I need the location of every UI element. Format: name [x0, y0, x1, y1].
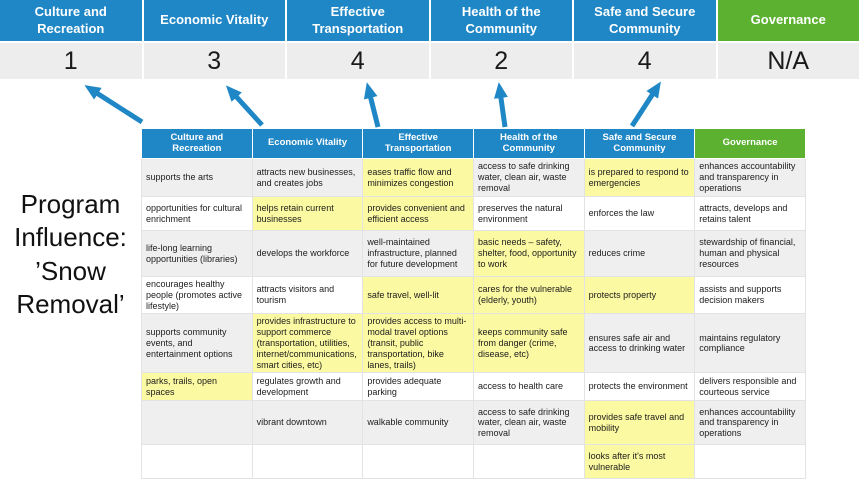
matrix-cell: keeps community safe from danger (crime,…	[473, 314, 584, 373]
matrix-cell: attracts, develops and retains talent	[695, 197, 806, 231]
summary-header-label: Culture and Recreation	[10, 4, 132, 37]
matrix-cell: parks, trails, open spaces	[142, 373, 253, 401]
summary-header-label: Effective Transportation	[297, 4, 419, 37]
matrix-row: parks, trails, open spaces regulates gro…	[142, 373, 806, 401]
matrix-header-safe: Safe and Secure Community	[584, 129, 695, 159]
summary-header-label: Health of the Community	[441, 4, 563, 37]
matrix-cell: basic needs – safety, shelter, food, opp…	[473, 231, 584, 277]
matrix-cell: safe travel, well-lit	[363, 277, 474, 314]
summary-header-label: Safe and Secure Community	[584, 4, 706, 37]
matrix-cell: provides convenient and efficient access	[363, 197, 474, 231]
matrix-cell: provides infrastructure to support comme…	[252, 314, 363, 373]
matrix-cell: enhances accountability and transparency…	[695, 401, 806, 445]
matrix-cell: life-long learning opportunities (librar…	[142, 231, 253, 277]
summary-header-row: Culture and Recreation Economic Vitality…	[0, 0, 859, 41]
influence-matrix: Culture and Recreation Economic Vitality…	[141, 128, 806, 479]
score-value: 3	[207, 47, 221, 76]
arrow-up-icon	[632, 89, 656, 126]
arrow-up-icon	[232, 92, 262, 125]
matrix-cell: protects the environment	[584, 373, 695, 401]
score-value: 4	[351, 47, 365, 76]
matrix-cell: delivers responsible and courteous servi…	[695, 373, 806, 401]
influence-summary: Culture and Recreation Economic Vitality…	[0, 0, 859, 79]
matrix-header-health: Health of the Community	[473, 129, 584, 159]
summary-score-row: 1 3 4 2 4 N/A	[0, 43, 859, 79]
matrix-cell: reduces crime	[584, 231, 695, 277]
matrix-cell: supports the arts	[142, 159, 253, 197]
matrix-header-economic: Economic Vitality	[252, 129, 363, 159]
matrix-cell: assists and supports decision makers	[695, 277, 806, 314]
summary-header-safe: Safe and Secure Community	[574, 0, 716, 41]
matrix-cell: protects property	[584, 277, 695, 314]
matrix-cell: access to safe drinking water, clean air…	[473, 401, 584, 445]
matrix-cell: provides adequate parking	[363, 373, 474, 401]
summary-header-culture: Culture and Recreation	[0, 0, 142, 41]
matrix-cell	[142, 401, 253, 445]
matrix-cell: looks after it's most vulnerable	[584, 445, 695, 479]
matrix-header-row: Culture and Recreation Economic Vitality…	[142, 129, 806, 159]
matrix-cell: preserves the natural environment	[473, 197, 584, 231]
matrix-header-culture: Culture and Recreation	[142, 129, 253, 159]
matrix-cell: helps retain current businesses	[252, 197, 363, 231]
matrix-row: supports the arts attracts new businesse…	[142, 159, 806, 197]
score-value: 1	[64, 47, 78, 76]
score-value: 4	[638, 47, 652, 76]
matrix-cell: opportunities for cultural enrichment	[142, 197, 253, 231]
program-influence-label: Program Influence: ’Snow Removal’	[0, 188, 141, 321]
matrix-cell: is prepared to respond to emergencies	[584, 159, 695, 197]
matrix-row: supports community events, and entertain…	[142, 314, 806, 373]
score-economic: 3	[144, 43, 286, 79]
matrix-cell: regulates growth and development	[252, 373, 363, 401]
matrix-cell: ensures safe air and access to drinking …	[584, 314, 695, 373]
score-health: 2	[431, 43, 573, 79]
matrix-cell: attracts visitors and tourism	[252, 277, 363, 314]
matrix-cell: access to health care	[473, 373, 584, 401]
matrix-row: opportunities for cultural enrichment he…	[142, 197, 806, 231]
arrow-up-icon	[369, 91, 378, 127]
matrix-cell: eases traffic flow and minimizes congest…	[363, 159, 474, 197]
matrix-cell: enhances accountability and transparency…	[695, 159, 806, 197]
summary-header-transportation: Effective Transportation	[287, 0, 429, 41]
summary-header-label: Governance	[751, 12, 826, 28]
summary-header-governance: Governance	[718, 0, 859, 41]
matrix-row: encourages healthy people (promotes acti…	[142, 277, 806, 314]
matrix-cell: well-maintained infrastructure, planned …	[363, 231, 474, 277]
score-transportation: 4	[287, 43, 429, 79]
score-value: 2	[494, 47, 508, 76]
matrix-header-transportation: Effective Transportation	[363, 129, 474, 159]
summary-header-health: Health of the Community	[431, 0, 573, 41]
score-culture: 1	[0, 43, 142, 79]
matrix-cell: maintains regulatory compliance	[695, 314, 806, 373]
matrix-row: vibrant downtown walkable community acce…	[142, 401, 806, 445]
matrix-cell: develops the workforce	[252, 231, 363, 277]
summary-header-economic: Economic Vitality	[144, 0, 286, 41]
matrix-cell: vibrant downtown	[252, 401, 363, 445]
matrix-cell: supports community events, and entertain…	[142, 314, 253, 373]
matrix-row: life-long learning opportunities (librar…	[142, 231, 806, 277]
summary-header-label: Economic Vitality	[160, 12, 268, 28]
matrix-header-governance: Governance	[695, 129, 806, 159]
matrix-cell: walkable community	[363, 401, 474, 445]
matrix-cell: access to safe drinking water, clean air…	[473, 159, 584, 197]
matrix-cell: cares for the vulnerable (elderly, youth…	[473, 277, 584, 314]
matrix-cell: provides access to multi-modal travel op…	[363, 314, 474, 373]
matrix-cell: stewardship of financial, human and phys…	[695, 231, 806, 277]
score-value: N/A	[767, 47, 809, 76]
matrix-cell: enforces the law	[584, 197, 695, 231]
matrix-cell: encourages healthy people (promotes acti…	[142, 277, 253, 314]
matrix-cell	[695, 445, 806, 479]
matrix-cell: attracts new businesses, and creates job…	[252, 159, 363, 197]
matrix-cell: provides safe travel and mobility	[584, 401, 695, 445]
arrow-up-icon	[92, 90, 142, 122]
matrix-row: looks after it's most vulnerable	[142, 445, 806, 479]
matrix-cell	[473, 445, 584, 479]
matrix-cell	[363, 445, 474, 479]
arrow-up-icon	[500, 91, 505, 127]
matrix-cell	[142, 445, 253, 479]
matrix-cell	[252, 445, 363, 479]
score-safe: 4	[574, 43, 716, 79]
score-governance: N/A	[718, 43, 859, 79]
